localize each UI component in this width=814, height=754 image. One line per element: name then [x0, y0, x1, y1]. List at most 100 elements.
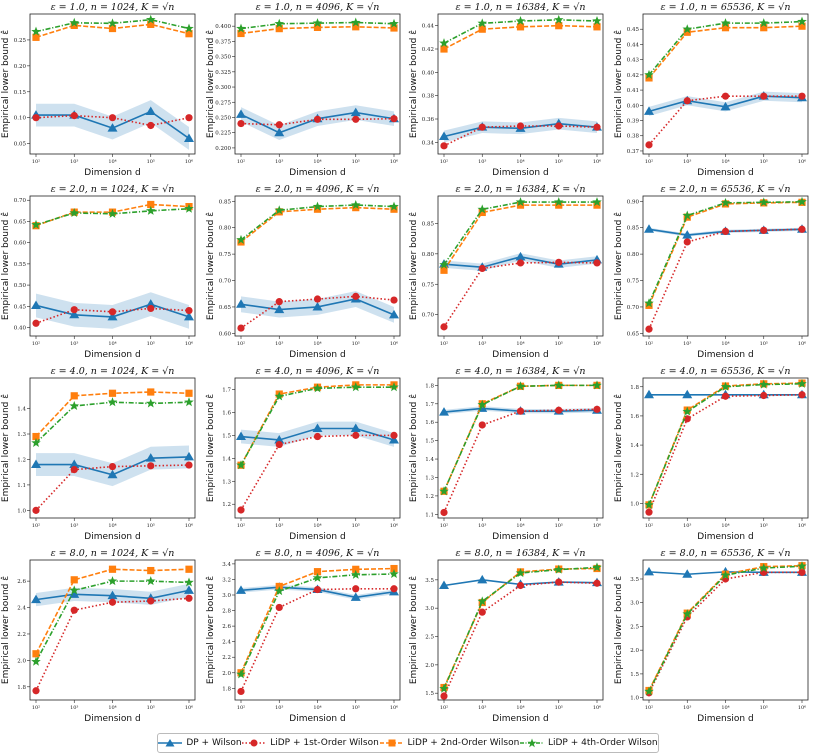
data-point — [236, 460, 246, 470]
x-tick-label: 10⁶ — [185, 341, 193, 347]
data-point — [185, 594, 193, 602]
data-point — [352, 204, 360, 212]
data-point — [145, 299, 156, 308]
x-axis-label: Dimension d — [289, 350, 345, 360]
series-lidp2 — [32, 388, 193, 441]
x-tick-label: 10⁴ — [313, 341, 321, 347]
y-tick-label: 2.4 — [17, 606, 26, 612]
series-lidp4 — [644, 561, 807, 696]
data-point — [683, 28, 691, 36]
data-point — [312, 201, 323, 211]
data-point — [145, 453, 156, 462]
series-lidp4 — [31, 576, 194, 666]
series-line — [240, 587, 394, 692]
series-line — [35, 207, 190, 226]
data-point — [107, 469, 118, 479]
subplot-title: ε = 4.0, n = 1024, K = √n — [51, 366, 175, 377]
data-point — [682, 230, 693, 239]
data-point — [145, 398, 156, 408]
data-point — [555, 22, 563, 30]
x-tick-label: 10⁵ — [352, 159, 360, 165]
x-tick-label: 10³ — [70, 705, 78, 711]
data-point — [107, 18, 118, 28]
y-tick-label: 1.4 — [630, 443, 639, 449]
y-tick-label: 0.10 — [14, 116, 27, 122]
x-tick-label: 10² — [237, 523, 245, 529]
series-line — [648, 571, 802, 694]
data-point — [237, 324, 245, 332]
x-axis-label: Dimension d — [84, 714, 140, 724]
series-line — [240, 25, 395, 35]
data-point — [644, 298, 654, 308]
data-point — [313, 295, 322, 303]
data-point — [108, 598, 117, 606]
subplot-title: ε = 2.0, n = 1024, K = √n — [51, 184, 175, 195]
y-tick-label: 1.4 — [17, 407, 26, 413]
data-point — [108, 308, 117, 316]
y-tick-label: 0.70 — [627, 305, 640, 311]
x-tick-label: 10³ — [683, 523, 691, 529]
x-tick-label: 10⁵ — [555, 341, 563, 347]
data-point — [69, 401, 80, 411]
data-point — [721, 24, 730, 32]
data-point — [644, 224, 654, 233]
data-point — [760, 391, 768, 400]
x-tick-label: 10⁴ — [313, 159, 321, 165]
y-tick-label: 1.0 — [630, 696, 639, 702]
y-axis-label: Empirical lower bound ε̂ — [0, 394, 11, 502]
y-tick-label: 0.300 — [215, 85, 231, 91]
x-tick-label: 10⁴ — [313, 523, 321, 529]
data-point — [350, 199, 361, 210]
series-lidp4 — [236, 199, 399, 244]
y-tick-label: 0.38 — [627, 134, 640, 140]
data-point — [515, 381, 526, 391]
data-point — [390, 564, 398, 573]
data-point — [440, 266, 448, 274]
series-line — [443, 384, 597, 492]
data-point — [184, 585, 194, 594]
series-lidp1 — [440, 578, 601, 700]
y-tick-label: 1.8 — [425, 383, 434, 389]
x-tick-label: 10² — [237, 341, 245, 347]
data-point — [516, 581, 525, 590]
subplot-title: ε = 4.0, n = 4096, K = √n — [256, 366, 380, 377]
subplot-5: ε = 2.0, n = 1024, K = √n 0.40 0.45 0.50 0.5… — [0, 184, 196, 360]
x-tick-label: 10² — [645, 341, 653, 347]
x-tick-label: 10³ — [70, 159, 78, 165]
x-tick-label: 10⁶ — [390, 159, 398, 165]
data-point — [645, 508, 653, 516]
data-point — [313, 568, 322, 576]
x-tick-label: 10³ — [70, 523, 78, 529]
data-point — [108, 389, 117, 397]
data-point — [147, 304, 155, 313]
subplot-3: ε = 1.0, n = 16384, K = √n 0.34 0.36 0.38 0.… — [408, 2, 604, 178]
y-axis-label: Empirical lower bound ε̂ — [205, 394, 216, 502]
y-tick-label: 0.80 — [422, 252, 435, 258]
y-tick-label: 1.2 — [17, 457, 26, 463]
triangle-icon — [158, 739, 183, 747]
y-tick-label: 1.5 — [425, 439, 434, 445]
data-point — [185, 30, 193, 38]
y-axis-label: Empirical lower bound ε̂ — [0, 212, 11, 320]
series-line — [35, 401, 190, 444]
data-point — [440, 508, 448, 517]
x-tick-label: 10⁵ — [760, 523, 768, 529]
series-line — [240, 567, 395, 674]
data-point — [390, 585, 398, 593]
data-point — [798, 391, 806, 399]
data-point — [275, 298, 283, 306]
data-point — [31, 656, 41, 666]
data-point — [236, 23, 246, 33]
data-point — [70, 112, 78, 120]
data-point — [184, 203, 194, 213]
data-point — [797, 378, 807, 388]
data-point — [682, 569, 693, 578]
subplot-title: ε = 2.0, n = 65536, K = √n — [661, 184, 791, 195]
series-line — [443, 566, 598, 689]
series-line — [443, 261, 598, 328]
series-lidp1 — [645, 568, 806, 697]
data-point — [477, 204, 488, 214]
y-axis-label: Empirical lower bound ε̂ — [613, 212, 624, 320]
data-point — [644, 69, 654, 79]
x-tick-label: 10⁵ — [352, 705, 360, 711]
